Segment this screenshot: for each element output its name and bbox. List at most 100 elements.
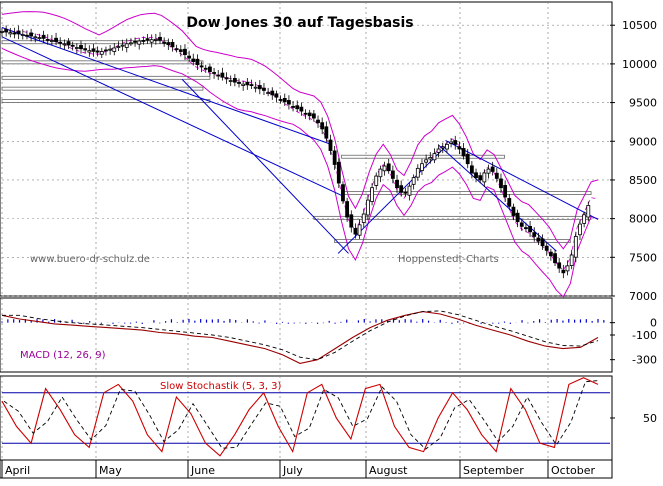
candle-body: [137, 40, 142, 45]
trendline-0: [1, 27, 332, 145]
candle-body: [399, 185, 404, 193]
candle-body: [124, 43, 129, 48]
candle-body: [253, 86, 258, 89]
candle-body: [162, 41, 167, 44]
trendline-1: [1, 36, 342, 196]
price-ytick-label-2: 9500: [629, 97, 657, 110]
price-ytick-label-4: 8500: [629, 174, 657, 187]
candle-body: [320, 122, 325, 130]
candle-body: [478, 175, 483, 181]
candle-body: [349, 214, 354, 228]
candle-body: [486, 168, 491, 174]
watermark-left: www.buero-dr-schulz.de: [30, 254, 150, 265]
candle-body: [511, 206, 516, 216]
candle-body: [424, 159, 429, 163]
stoch-lines: [1, 377, 601, 457]
candle-body: [366, 199, 370, 216]
candle-body: [278, 99, 283, 101]
candle-body: [553, 253, 557, 264]
candle-body: [287, 100, 291, 105]
candle-body: [332, 150, 337, 165]
support-lines: [1, 40, 592, 243]
macd-ytick-label-2: -300: [632, 354, 657, 367]
candle-body: [453, 140, 458, 145]
candle-body: [282, 97, 287, 103]
trendline-5: [438, 144, 557, 252]
candle-body: [307, 112, 312, 117]
candle-body: [145, 38, 150, 41]
macd-label: MACD (12, 26, 9): [20, 350, 106, 361]
candle-body: [187, 55, 192, 59]
candle-body: [133, 40, 137, 43]
candle-body: [266, 92, 271, 94]
candle-body: [528, 225, 532, 233]
trendline-3: [337, 146, 446, 254]
candle-body: [220, 72, 225, 78]
candle-body: [548, 251, 553, 257]
candle-body: [195, 58, 200, 66]
candle-body: [328, 139, 333, 151]
candle-body: [79, 45, 83, 50]
candle-body: [212, 72, 216, 74]
candle-body: [129, 42, 133, 45]
candle-body: [12, 32, 17, 35]
support-line-2: [1, 75, 211, 80]
candle-body: [241, 83, 246, 86]
candle-body: [208, 66, 212, 73]
support-line-1: [1, 60, 204, 65]
candle-body: [461, 148, 466, 157]
candle-body: [58, 41, 63, 44]
candle-body: [257, 85, 262, 90]
stoch-ytick-label-0: 50: [643, 412, 657, 425]
candle-body: [403, 191, 408, 194]
candle-body: [95, 50, 100, 53]
candle-body: [49, 40, 54, 42]
candle-body: [99, 51, 104, 55]
candle-body: [519, 222, 524, 227]
support-line-8: [341, 154, 505, 159]
watermark-right: Hoppenstedt-Charts: [398, 254, 499, 265]
macd-y-ticks: 0-100 -300: [610, 317, 657, 367]
candle-body: [370, 187, 374, 202]
candle-body: [565, 265, 570, 272]
price-ytick-label-3: 9000: [629, 135, 657, 148]
candle-body: [91, 48, 96, 52]
candle-body: [507, 198, 512, 207]
candle-body: [311, 113, 316, 119]
candle-body: [341, 184, 345, 202]
candle-body: [561, 269, 566, 274]
candle-body: [149, 39, 154, 43]
candle-body: [353, 228, 358, 235]
candle-body: [33, 36, 38, 39]
price-ytick-label-7: 7000: [629, 290, 657, 303]
trendline-2: [181, 79, 349, 254]
candle-body: [120, 44, 125, 47]
candle-body: [4, 28, 9, 33]
stoch-label: Slow Stochastik (5, 3, 3): [160, 381, 282, 392]
candle-body: [237, 81, 241, 84]
candle-body: [228, 80, 233, 82]
candle-body: [386, 163, 391, 172]
candle-body: [345, 201, 350, 218]
candle-body: [415, 167, 420, 178]
candle-body: [153, 38, 158, 41]
bollinger-lower: [1, 47, 599, 298]
trendlines: [1, 27, 599, 254]
month-label-july: July: [282, 464, 303, 477]
candle-body: [199, 65, 204, 68]
month-label-september: September: [463, 464, 524, 477]
candle-body: [573, 236, 578, 258]
candle-body: [457, 146, 462, 150]
support-line-7: [334, 239, 571, 243]
chart-title: Dow Jones 30 auf Tagesbasis: [186, 15, 413, 31]
candle-body: [503, 185, 508, 198]
bollinger-bands: [1, 11, 599, 298]
candle-body: [532, 232, 537, 237]
candle-body: [411, 177, 416, 185]
candle-body: [469, 165, 474, 174]
candle-body: [66, 41, 71, 46]
price-panel-frame: [0, 1, 613, 297]
candle-body: [8, 32, 13, 35]
candle-body: [45, 38, 50, 41]
